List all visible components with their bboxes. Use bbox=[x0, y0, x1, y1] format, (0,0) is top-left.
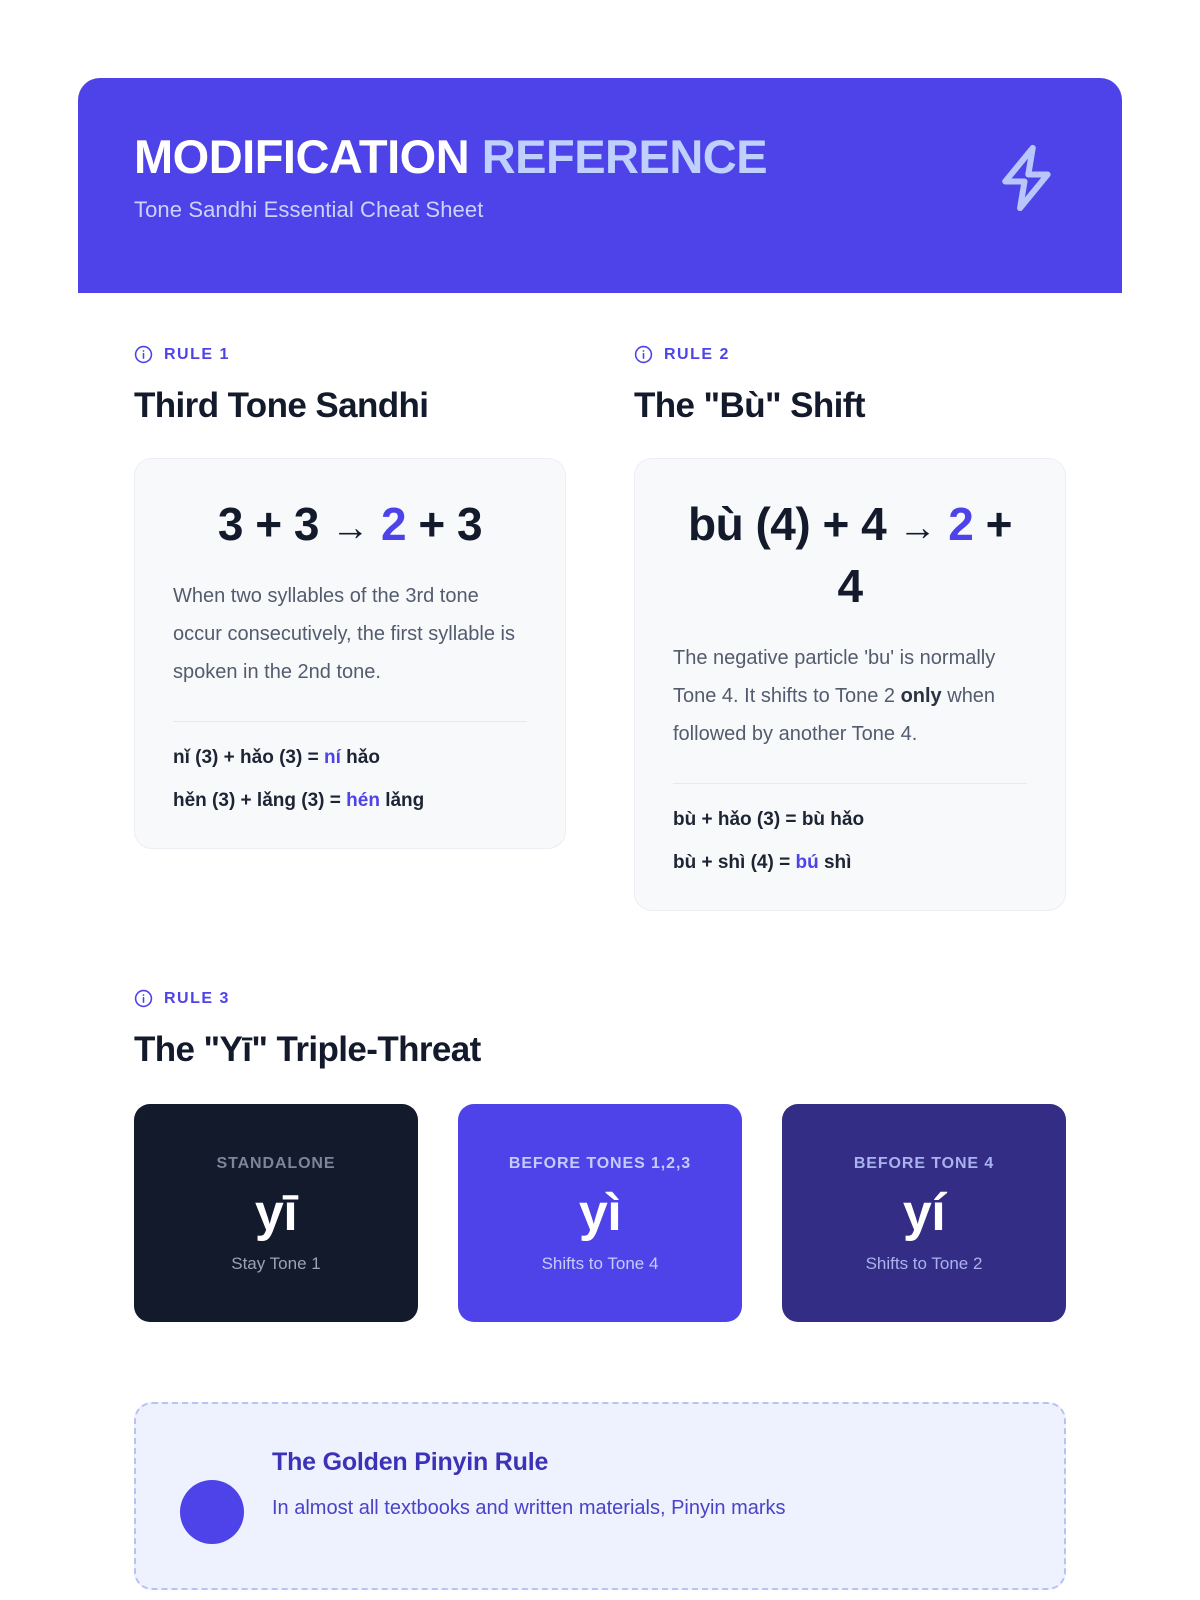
page-title: MODIFICATION REFERENCE bbox=[134, 132, 1066, 181]
rule-2-desc-bold: only bbox=[900, 685, 942, 708]
rule-2-tag: RULE 2 bbox=[634, 345, 1066, 364]
rule-3-tag-label: RULE 3 bbox=[164, 989, 230, 1007]
example-suffix: hǎo bbox=[340, 747, 380, 769]
yi-card-standalone[interactable]: STANDALONE yī Stay Tone 1 bbox=[134, 1104, 418, 1323]
yi-card-note: Shifts to Tone 2 bbox=[865, 1253, 983, 1273]
rule-1-example-2: hěn (3) + lǎng (3) = hén lǎng bbox=[173, 791, 527, 810]
rule-1-formula: 3 + 3 → 2 + 3 bbox=[173, 493, 527, 555]
rule-2-formula: bù (4) + 4 → 2 + 4 bbox=[673, 493, 1027, 617]
rule-2-tag-label: RULE 2 bbox=[664, 345, 730, 363]
arrow-right-icon: → bbox=[331, 507, 369, 549]
example-highlight: bú bbox=[795, 852, 819, 874]
rule-1-heading: Third Tone Sandhi bbox=[134, 386, 429, 425]
yi-card-syllable: yí bbox=[902, 1183, 946, 1242]
example-highlight: ní bbox=[323, 747, 341, 769]
yi-card-note: Stay Tone 1 bbox=[231, 1253, 321, 1273]
info-icon bbox=[634, 345, 653, 364]
example-prefix: bù + hǎo (3) = bbox=[673, 809, 802, 831]
rule-2-formula-right: + 4 bbox=[837, 498, 1012, 613]
info-icon bbox=[134, 345, 153, 364]
rule-1-formula-left: 3 + 3 bbox=[217, 498, 332, 550]
page-title-accent: REFERENCE bbox=[481, 130, 768, 183]
rule-2-example-1: bù + hǎo (3) = bù hǎo bbox=[673, 810, 1027, 829]
rule-1-tag-label: RULE 1 bbox=[164, 345, 230, 363]
rule-2-formula-result: 2 bbox=[935, 498, 974, 550]
yi-card-syllable: yì bbox=[578, 1183, 622, 1242]
page-title-main: MODIFICATION bbox=[134, 130, 470, 183]
yi-card-before-tones-123[interactable]: BEFORE TONES 1,2,3 yì Shifts to Tone 4 bbox=[458, 1104, 742, 1323]
golden-rule-title: The Golden Pinyin Rule bbox=[272, 1448, 549, 1477]
rule-2-example-2: bù + shì (4) = bú shì bbox=[673, 853, 1027, 872]
rule-1-description: When two syllables of the 3rd tone occur… bbox=[173, 585, 515, 684]
rule-1-example-1: nǐ (3) + hǎo (3) = ní hǎo bbox=[173, 748, 527, 767]
yi-card-label: STANDALONE bbox=[216, 1154, 336, 1172]
golden-rule-body: In almost all textbooks and written mate… bbox=[272, 1497, 786, 1520]
yi-card-before-tone-4[interactable]: BEFORE TONE 4 yí Shifts to Tone 2 bbox=[782, 1104, 1066, 1323]
example-prefix: hěn (3) + lǎng (3) = bbox=[173, 790, 347, 812]
rule-1-formula-right: + 3 bbox=[406, 498, 483, 550]
rule-2-desc-pre: The negative particle 'bu' is normally T… bbox=[673, 647, 996, 708]
golden-rule-text: The Golden Pinyin Rule In almost all tex… bbox=[272, 1446, 786, 1526]
example-highlight: hén bbox=[346, 790, 380, 812]
lightning-bolt-icon bbox=[1002, 144, 1051, 212]
golden-rule-callout: The Golden Pinyin Rule In almost all tex… bbox=[134, 1402, 1066, 1591]
rule-2-heading: The "Bù" Shift bbox=[634, 386, 865, 425]
example-prefix: nǐ (3) + hǎo (3) = bbox=[173, 747, 324, 769]
reference-card: MODIFICATION REFERENCE Tone Sandhi Essen… bbox=[78, 78, 1122, 1600]
info-icon bbox=[134, 989, 153, 1008]
arrow-right-icon: → bbox=[898, 507, 936, 549]
yi-card-note: Shifts to Tone 4 bbox=[541, 1253, 659, 1273]
example-suffix: shì bbox=[818, 852, 852, 874]
yi-card-label: BEFORE TONE 4 bbox=[853, 1154, 995, 1172]
rule-2-column: RULE 2 The "Bù" Shift bù (4) + 4 → 2 + 4… bbox=[634, 345, 1066, 912]
example-suffix: lǎng bbox=[379, 790, 425, 812]
example-prefix: bù + shì (4) = bbox=[673, 852, 796, 874]
example-suffix: hǎo bbox=[825, 809, 865, 831]
card-header: MODIFICATION REFERENCE Tone Sandhi Essen… bbox=[78, 78, 1122, 293]
card-body: RULE 1 Third Tone Sandhi 3 + 3 → 2 + 3 W… bbox=[78, 293, 1122, 1591]
yi-cards-grid: STANDALONE yī Stay Tone 1 BEFORE TONES 1… bbox=[134, 1104, 1066, 1323]
rule-2-formula-box: bù (4) + 4 → 2 + 4 The negative particle… bbox=[634, 458, 1066, 912]
rule-2-formula-left: bù (4) + 4 bbox=[687, 498, 899, 550]
page-subtitle: Tone Sandhi Essential Cheat Sheet bbox=[134, 197, 484, 223]
yi-card-syllable: yī bbox=[254, 1183, 298, 1242]
rule-3-tag: RULE 3 bbox=[134, 989, 1066, 1008]
rule-1-formula-box: 3 + 3 → 2 + 3 When two syllables of the … bbox=[134, 458, 566, 850]
rule-1-tag: RULE 1 bbox=[134, 345, 566, 364]
example-bold: bù bbox=[801, 809, 826, 831]
rule-2-divider bbox=[673, 783, 1027, 785]
rules-grid: RULE 1 Third Tone Sandhi 3 + 3 → 2 + 3 W… bbox=[134, 345, 1066, 912]
rule-3-heading: The "Yī" Triple-Threat bbox=[134, 1030, 481, 1070]
rule-1-divider bbox=[173, 721, 527, 723]
circle-badge-icon bbox=[180, 1480, 244, 1545]
rule-2-description: The negative particle 'bu' is normally T… bbox=[673, 639, 1027, 753]
rule-2-desc-post: when followed by another Tone 4. bbox=[673, 685, 996, 746]
rule-3-section: RULE 3 The "Yī" Triple-Threat STANDALONE… bbox=[134, 989, 1066, 1323]
rule-1-column: RULE 1 Third Tone Sandhi 3 + 3 → 2 + 3 W… bbox=[134, 345, 566, 911]
yi-card-label: BEFORE TONES 1,2,3 bbox=[508, 1154, 692, 1172]
rule-1-formula-result: 2 bbox=[368, 498, 407, 550]
